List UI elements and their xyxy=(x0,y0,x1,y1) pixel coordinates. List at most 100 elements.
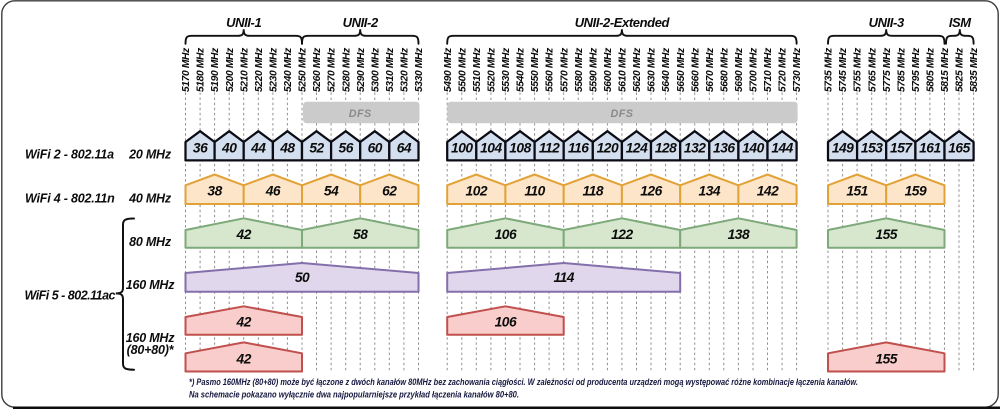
svg-text:UNII-3: UNII-3 xyxy=(869,15,905,30)
svg-text:56: 56 xyxy=(339,141,354,156)
svg-text:5290 MHz: 5290 MHz xyxy=(356,48,367,92)
svg-text:5835 MHz: 5835 MHz xyxy=(969,48,980,92)
svg-text:5825 MHz: 5825 MHz xyxy=(955,48,966,92)
svg-text:5220 MHz: 5220 MHz xyxy=(254,48,265,92)
svg-text:5330 MHz: 5330 MHz xyxy=(414,48,425,92)
svg-text:5795 MHz: 5795 MHz xyxy=(911,48,922,92)
svg-text:165: 165 xyxy=(948,141,970,156)
svg-text:58: 58 xyxy=(353,227,368,242)
svg-text:80 MHz: 80 MHz xyxy=(129,235,172,249)
svg-text:161: 161 xyxy=(919,141,941,156)
svg-text:151: 151 xyxy=(846,183,868,198)
svg-text:5210 MHz: 5210 MHz xyxy=(239,48,250,92)
svg-text:5170 MHz: 5170 MHz xyxy=(181,48,192,92)
svg-text:5775 MHz: 5775 MHz xyxy=(882,48,893,92)
svg-text:104: 104 xyxy=(480,141,502,156)
svg-text:5660 MHz: 5660 MHz xyxy=(690,48,701,92)
svg-text:5510 MHz: 5510 MHz xyxy=(472,48,483,92)
svg-text:114: 114 xyxy=(553,270,574,285)
svg-text:5320 MHz: 5320 MHz xyxy=(400,48,411,92)
svg-text:Na schemacie pokazano wyłączni: Na schemacie pokazano wyłącznie dwa najp… xyxy=(189,390,519,401)
svg-text:122: 122 xyxy=(611,227,633,242)
svg-text:50: 50 xyxy=(295,270,310,285)
svg-text:159: 159 xyxy=(905,183,927,198)
svg-text:140: 140 xyxy=(742,141,764,156)
svg-text:ISM: ISM xyxy=(949,15,972,30)
svg-text:36: 36 xyxy=(193,141,208,156)
svg-text:5280 MHz: 5280 MHz xyxy=(341,48,352,92)
svg-text:5590 MHz: 5590 MHz xyxy=(588,48,599,92)
svg-text:112: 112 xyxy=(539,141,560,156)
svg-text:5745 MHz: 5745 MHz xyxy=(838,48,849,92)
svg-text:5690 MHz: 5690 MHz xyxy=(734,48,745,92)
svg-text:UNII-2: UNII-2 xyxy=(343,15,379,30)
svg-text:5730 MHz: 5730 MHz xyxy=(792,48,803,92)
svg-text:5300 MHz: 5300 MHz xyxy=(370,48,381,92)
svg-text:64: 64 xyxy=(397,141,412,156)
svg-text:155: 155 xyxy=(875,227,897,242)
svg-text:138: 138 xyxy=(728,227,750,242)
svg-text:52: 52 xyxy=(309,141,324,156)
svg-text:155: 155 xyxy=(875,351,897,366)
svg-text:(80+80)*: (80+80)* xyxy=(127,343,175,357)
svg-text:5765 MHz: 5765 MHz xyxy=(867,48,878,92)
svg-text:5600 MHz: 5600 MHz xyxy=(603,48,614,92)
svg-text:UNII-2-Extended: UNII-2-Extended xyxy=(575,15,671,30)
svg-text:160 MHz: 160 MHz xyxy=(126,278,176,292)
svg-text:106: 106 xyxy=(495,314,517,329)
svg-text:5270 MHz: 5270 MHz xyxy=(327,48,338,92)
svg-text:160 MHz: 160 MHz xyxy=(126,331,176,345)
svg-text:5530 MHz: 5530 MHz xyxy=(501,48,512,92)
svg-text:DFS: DFS xyxy=(611,108,634,120)
svg-text:5720 MHz: 5720 MHz xyxy=(778,48,789,92)
svg-text:153: 153 xyxy=(861,141,883,156)
svg-text:WiFi 4 - 802.11n: WiFi 4 - 802.11n xyxy=(25,191,115,205)
svg-text:5250 MHz: 5250 MHz xyxy=(298,48,309,92)
svg-text:5260 MHz: 5260 MHz xyxy=(312,48,323,92)
svg-text:5785 MHz: 5785 MHz xyxy=(896,48,907,92)
svg-text:5640 MHz: 5640 MHz xyxy=(661,48,672,92)
svg-text:5520 MHz: 5520 MHz xyxy=(487,48,498,92)
svg-text:5550 MHz: 5550 MHz xyxy=(530,48,541,92)
svg-text:WiFi 2 - 802.11a: WiFi 2 - 802.11a xyxy=(25,147,114,161)
svg-text:118: 118 xyxy=(583,183,604,198)
svg-text:108: 108 xyxy=(509,141,531,156)
svg-text:5560 MHz: 5560 MHz xyxy=(545,48,556,92)
svg-text:42: 42 xyxy=(236,227,252,242)
svg-text:42: 42 xyxy=(236,314,252,329)
svg-text:126: 126 xyxy=(640,183,662,198)
svg-text:46: 46 xyxy=(265,183,281,198)
svg-text:106: 106 xyxy=(495,227,517,242)
svg-text:42: 42 xyxy=(236,351,252,366)
svg-text:5500 MHz: 5500 MHz xyxy=(457,48,468,92)
svg-text:5180 MHz: 5180 MHz xyxy=(196,48,207,92)
svg-text:WiFi 5 - 802.11ac: WiFi 5 - 802.11ac xyxy=(25,288,116,302)
svg-text:157: 157 xyxy=(890,141,913,156)
svg-text:5190 MHz: 5190 MHz xyxy=(210,48,221,92)
svg-text:UNII-1: UNII-1 xyxy=(226,15,261,30)
svg-text:5540 MHz: 5540 MHz xyxy=(516,48,527,92)
svg-text:5200 MHz: 5200 MHz xyxy=(225,48,236,92)
svg-text:5735 MHz: 5735 MHz xyxy=(824,48,835,92)
svg-text:40: 40 xyxy=(221,141,237,156)
svg-text:5755 MHz: 5755 MHz xyxy=(853,48,864,92)
svg-text:134: 134 xyxy=(699,183,721,198)
svg-text:*) Pasmo 160MHz (80+80) może b: *) Pasmo 160MHz (80+80) może być łączone… xyxy=(189,377,858,388)
svg-text:128: 128 xyxy=(655,141,677,156)
svg-text:5700 MHz: 5700 MHz xyxy=(749,48,760,92)
svg-text:5570 MHz: 5570 MHz xyxy=(559,48,570,92)
svg-text:5310 MHz: 5310 MHz xyxy=(385,48,396,92)
svg-text:144: 144 xyxy=(771,141,793,156)
svg-text:54: 54 xyxy=(324,183,339,198)
svg-text:40 MHz: 40 MHz xyxy=(128,191,172,205)
svg-text:5620 MHz: 5620 MHz xyxy=(632,48,643,92)
svg-text:5710 MHz: 5710 MHz xyxy=(763,48,774,92)
svg-text:5650 MHz: 5650 MHz xyxy=(676,48,687,92)
svg-text:132: 132 xyxy=(684,141,706,156)
svg-text:124: 124 xyxy=(626,141,648,156)
svg-text:5580 MHz: 5580 MHz xyxy=(574,48,585,92)
svg-text:5680 MHz: 5680 MHz xyxy=(719,48,730,92)
svg-text:5805 MHz: 5805 MHz xyxy=(926,48,937,92)
svg-text:100: 100 xyxy=(451,141,473,156)
svg-text:5670 MHz: 5670 MHz xyxy=(705,48,716,92)
